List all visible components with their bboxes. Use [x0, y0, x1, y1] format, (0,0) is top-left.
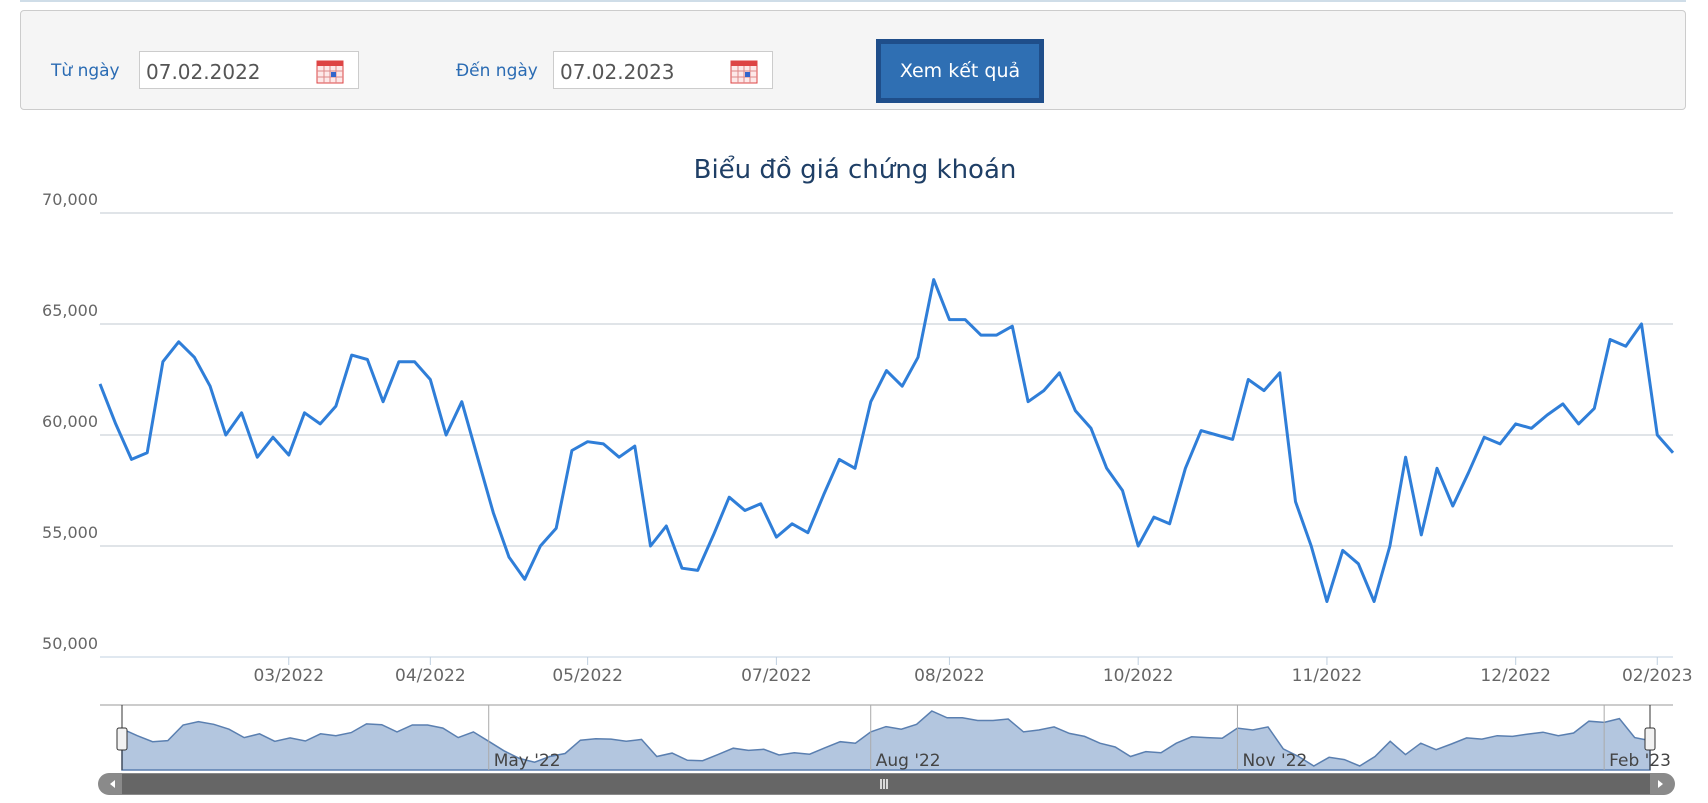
from-label: Từ ngày: [51, 61, 120, 81]
scrollbar-thumb[interactable]: [122, 774, 1650, 794]
filter-panel: Từ ngày 07.02.2022 Đến ngày 07.02.2023 X…: [20, 10, 1686, 110]
chart-title: Biểu đồ giá chứng khoán: [694, 154, 1017, 185]
y-tick-label: 55,000: [42, 523, 98, 542]
submit-button[interactable]: Xem kết quả: [876, 39, 1044, 103]
to-date-value: 07.02.2023: [560, 60, 675, 84]
x-tick-label: 07/2022: [741, 666, 812, 686]
y-tick-label: 70,000: [42, 190, 98, 209]
chart: Biểu đồ giá chứng khoán 50,000 55,000 60,0…: [42, 154, 1693, 795]
navigator-area: [121, 710, 1651, 771]
x-tick-label: 08/2022: [914, 666, 985, 686]
x-tick-label: 11/2022: [1292, 666, 1363, 686]
from-date-value: 07.02.2022: [146, 60, 261, 84]
navigator-label: Nov '22: [1242, 751, 1307, 771]
x-tick-label: 04/2022: [395, 666, 466, 686]
to-label: Đến ngày: [456, 61, 538, 81]
y-tick-label: 60,000: [42, 412, 98, 431]
navigator-label: Feb '23: [1609, 751, 1671, 771]
scroll-left-arrow[interactable]: [110, 780, 115, 788]
y-tick-label: 65,000: [42, 301, 98, 320]
submit-button-label: Xem kết quả: [881, 44, 1039, 98]
x-tick-label: 02/2023: [1622, 666, 1693, 686]
x-tick-label: 03/2022: [253, 666, 324, 686]
navigator-label: Aug '22: [876, 751, 941, 771]
navigator-handle[interactable]: [116, 727, 128, 751]
y-tick-label: 50,000: [42, 634, 98, 653]
navigator-handle[interactable]: [1644, 727, 1656, 751]
navigator-label: May '22: [494, 751, 561, 771]
calendar-icon[interactable]: [730, 58, 758, 84]
calendar-icon[interactable]: [316, 58, 344, 84]
x-tick-label: 12/2022: [1480, 666, 1551, 686]
scroll-right-arrow[interactable]: [1658, 780, 1663, 788]
price-line: [98, 278, 1675, 603]
from-date-input[interactable]: 07.02.2022: [139, 51, 359, 89]
x-tick-label: 10/2022: [1103, 666, 1174, 686]
top-border: [20, 0, 1686, 2]
scroll-grip: [880, 779, 888, 789]
x-tick-label: 05/2022: [552, 666, 623, 686]
to-date-input[interactable]: 07.02.2023: [553, 51, 773, 89]
